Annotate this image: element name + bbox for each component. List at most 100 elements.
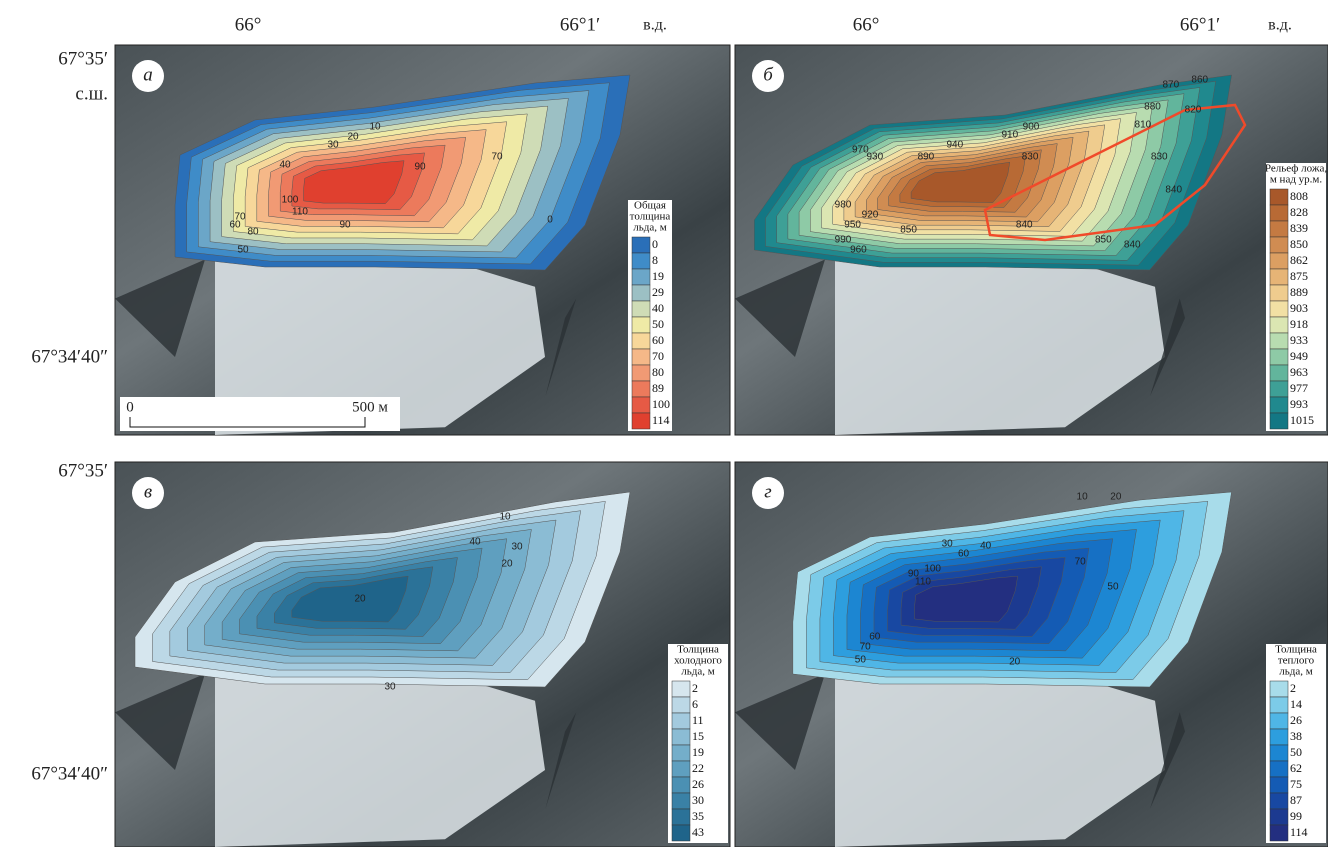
contour-label: 40 [469,537,481,548]
legend-title: льда, м [681,666,714,678]
glacier-tongue [835,259,1165,435]
contour-label: 100 [924,564,941,575]
longitude-suffix: в.д. [1268,17,1292,34]
legend-swatch [631,236,651,254]
contour-label: 990 [835,235,852,246]
legend-value: 100 [652,397,670,411]
contour-label: 70 [1075,557,1087,568]
contour-label: 20 [1009,657,1021,668]
legend-value: 114 [1290,825,1308,839]
legend-value: 29 [652,285,664,299]
legend-swatch [1269,396,1289,414]
legend-swatch [631,348,651,366]
legend-swatch [1269,300,1289,318]
legend-swatch [671,744,691,762]
contour-label: 810 [1135,120,1152,131]
legend-value: 977 [1290,381,1308,395]
legend-swatch [1269,696,1289,714]
legend-value: 1015 [1290,413,1314,427]
legend-value: 808 [1290,189,1308,203]
contour-label: 900 [1023,122,1040,133]
contour-label: 920 [862,210,879,221]
scale-bar-box [120,397,400,431]
legend-swatch [671,696,691,714]
legend-value: 19 [652,269,664,283]
legend-swatch [1269,332,1289,350]
legend-swatch [671,712,691,730]
contour-label: 90 [339,220,351,231]
legend-swatch [631,412,651,430]
legend-swatch [671,776,691,794]
contour-label: 30 [511,542,523,553]
legend-swatch [631,380,651,398]
legend-swatch [631,396,651,414]
longitude-label: 66° [853,14,880,35]
legend-swatch [1269,744,1289,762]
legend-value: 903 [1290,301,1308,315]
legend-swatch [631,364,651,382]
legend-swatch [1269,204,1289,222]
latitude-label: 67°34′40″ [31,763,108,784]
legend-value: 889 [1290,285,1308,299]
legend-value: 62 [1290,761,1302,775]
legend-value: 87 [1290,793,1302,807]
legend-swatch [1269,284,1289,302]
legend-swatch [1269,808,1289,826]
contour-label: 890 [918,152,935,163]
legend-value: 6 [692,697,698,711]
contour-label: 930 [866,152,883,163]
legend-value: 70 [652,349,664,363]
legend-swatch [631,300,651,318]
longitude-label: 66° [235,14,262,35]
legend-value: 26 [1290,713,1302,727]
contour-label: 20 [354,594,366,605]
legend-swatch [671,728,691,746]
contour-label: 850 [900,225,917,236]
latitude-label: 67°35′ [58,48,108,69]
panel-letter: в [144,481,152,502]
panel-letter-badge [752,477,784,509]
contour-label: 30 [942,539,954,550]
longitude-suffix: в.д. [643,17,667,34]
contour-label: 820 [1185,105,1202,116]
panel-letter-badge [132,60,164,92]
contour-label: 50 [1107,582,1119,593]
contour-label: 50 [855,655,867,666]
contour-label: 30 [327,140,339,151]
legend-value: 2 [1290,681,1296,695]
contour-label: 960 [850,245,867,256]
legend-value: 993 [1290,397,1308,411]
legend-swatch [631,268,651,286]
legend-value: 30 [692,793,704,807]
legend-title: Толщина [1275,644,1317,656]
legend-swatch [671,808,691,826]
legend-value: 8 [652,253,658,267]
longitude-label: 66°1′ [1180,14,1220,35]
contour-label: 840 [1124,240,1141,251]
legend-value: 38 [1290,729,1302,743]
legend-value: 850 [1290,237,1308,251]
contour-label: 90 [908,569,920,580]
panel-letter: а [143,64,153,85]
legend-swatch [1269,348,1289,366]
contour-label: 10 [369,122,381,133]
contour-label: 10 [1077,492,1089,503]
contour-label: 40 [279,160,291,171]
latitude-label: 67°34′40″ [31,346,108,367]
contour-label: 10 [499,512,511,523]
contour-label: 80 [247,227,259,238]
contour-label: 100 [282,195,299,206]
legend-value: 839 [1290,221,1308,235]
thickness-zone [910,161,1011,203]
glacier-tongue [215,673,545,847]
legend-value: 0 [652,237,658,251]
legend-value: 50 [652,317,664,331]
scale-bar [129,417,366,428]
thickness-zone [303,160,405,205]
contour-label: 840 [1016,220,1033,231]
contour-label: 30 [384,682,396,693]
